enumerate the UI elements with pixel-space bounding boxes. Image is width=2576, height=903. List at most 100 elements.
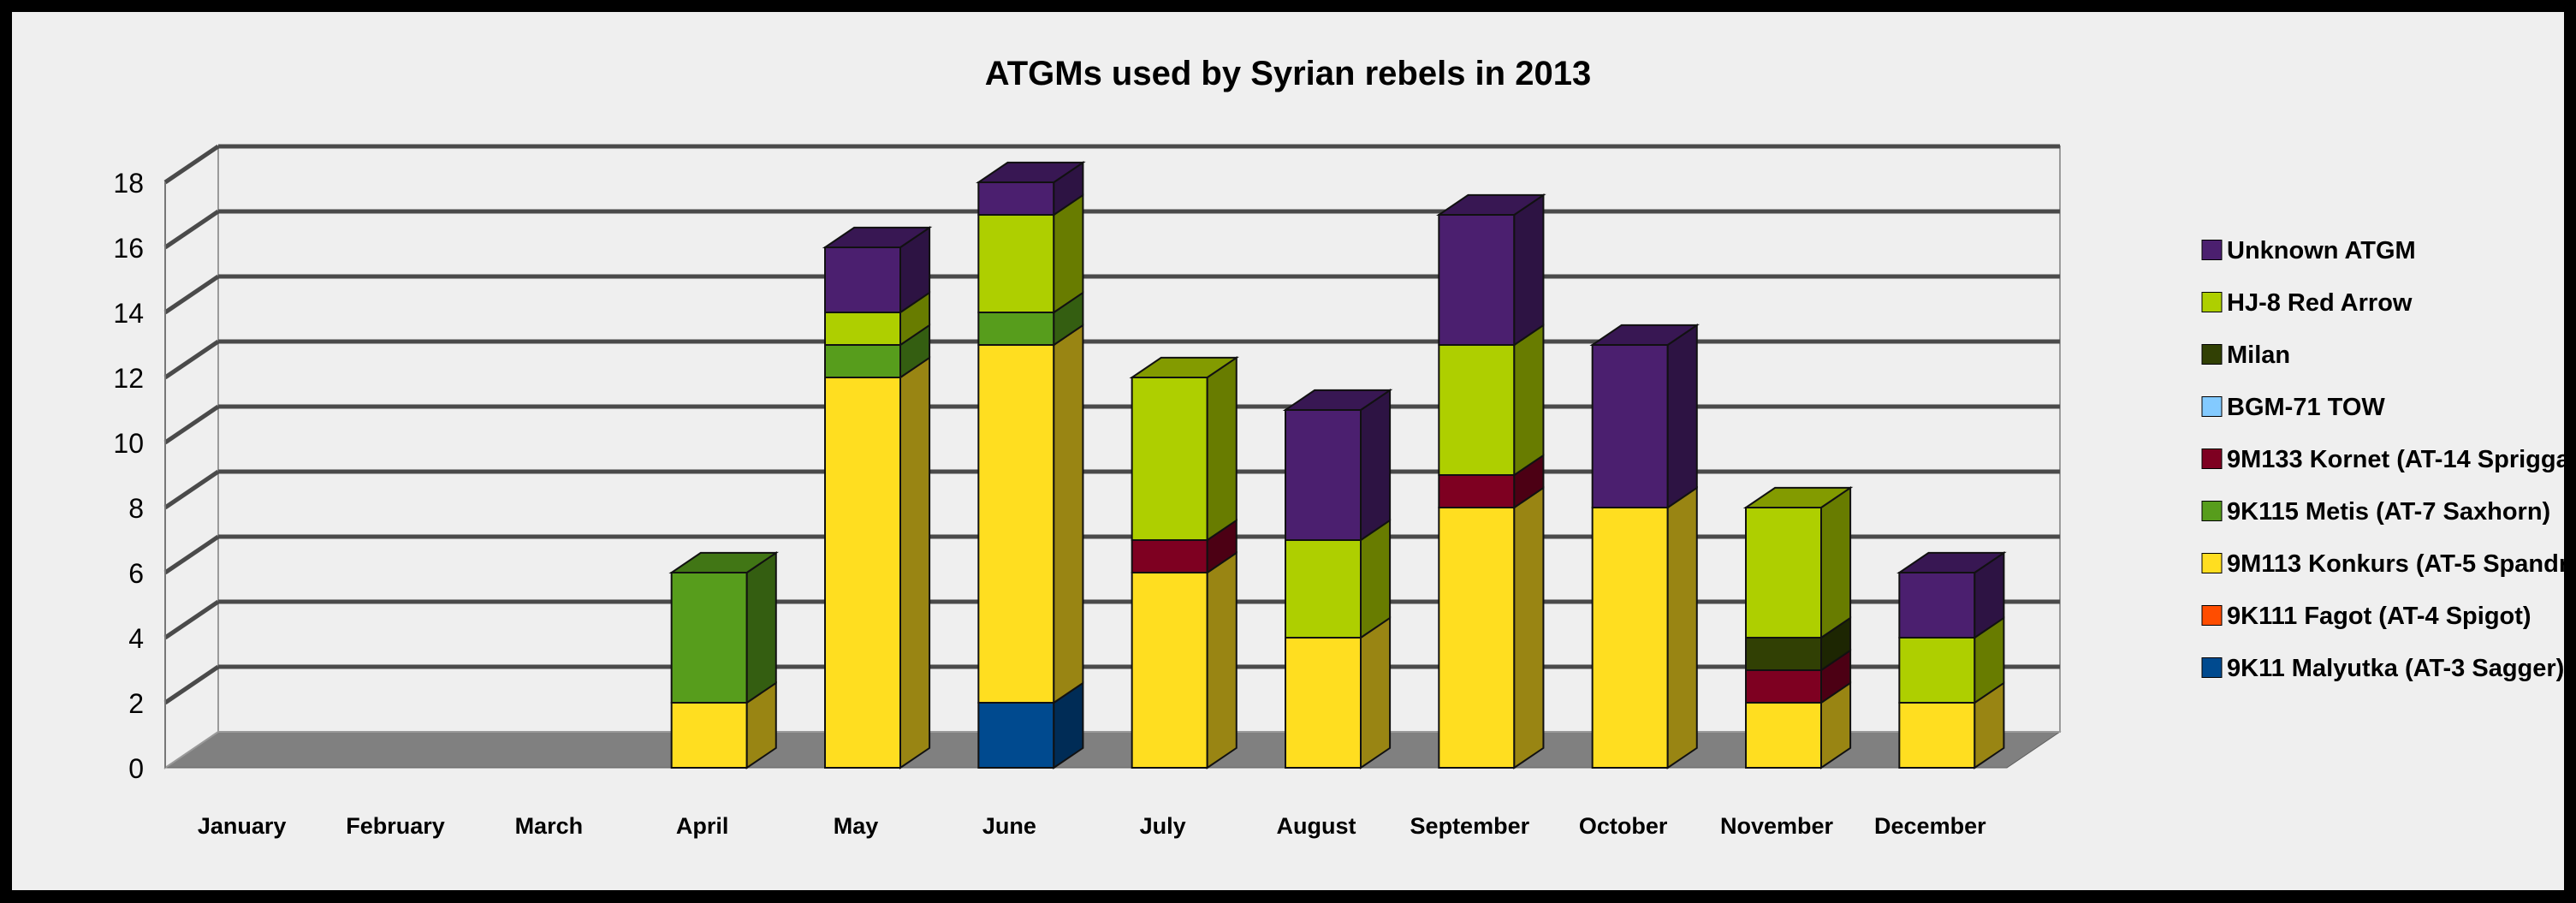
bar-segment-june-9m113-konkurs-at-5-spandrel: [977, 344, 1055, 704]
y-tick-label: 14: [113, 298, 144, 329]
x-tick-label-november: November: [1720, 813, 1834, 839]
bar-november: [1742, 486, 1854, 769]
bar-segment-october-unknown-atgm-side: [1666, 324, 1698, 509]
chart-legend: Unknown ATGM HJ-8 Red Arrow Milan BGM-71 TO…: [2201, 237, 2576, 682]
x-tick-label-july: July: [1140, 813, 1186, 839]
y-tick-label: 4: [128, 623, 144, 654]
x-tick-label-june: June: [982, 813, 1036, 839]
bar-segment-april-9k115-metis-at-7-saxhorn-top: [668, 551, 780, 573]
legend-swatch: [2201, 553, 2223, 573]
legend-swatch: [2201, 605, 2223, 626]
x-tick-label-february: February: [346, 813, 445, 839]
y-tick-label: 18: [113, 168, 144, 199]
x-tick-label-october: October: [1579, 813, 1668, 839]
legend-label: BGM-71 TOW: [2227, 394, 2385, 421]
legend-item-9m113-konkurs-at-5-spandrel: 9M113 Konkurs (AT-5 Spandrel): [2201, 550, 2576, 578]
bar-segment-july-hj-8-red-arrow-top: [1129, 356, 1240, 378]
gridline-side: [163, 274, 220, 315]
gridline-side: [163, 144, 220, 185]
legend-item-9k11-malyutka-at-3-sagger: 9K11 Malyutka (AT-3 Sagger): [2201, 655, 2564, 682]
bar-segment-june-hj-8-red-arrow: [977, 214, 1055, 313]
bar-segment-june-unknown-atgm: [977, 181, 1055, 216]
bar-segment-may-hj-8-red-arrow: [824, 312, 901, 346]
legend-item-unknown-atgm: Unknown ATGM: [2201, 237, 2416, 264]
legend-swatch: [2201, 240, 2223, 260]
x-tick-label-december: December: [1874, 813, 1986, 839]
chart-title: ATGMs used by Syrian rebels in 2013: [985, 55, 1591, 92]
chart-bars: [668, 161, 2007, 769]
bar-segment-august-hj-8-red-arrow: [1285, 539, 1362, 639]
bar-segment-june-9k115-metis-at-7-saxhorn: [977, 312, 1055, 346]
legend-label: Unknown ATGM: [2227, 237, 2416, 264]
bar-segment-june-unknown-atgm-top: [976, 161, 1086, 183]
bar-segment-august-unknown-atgm-side: [1360, 389, 1392, 542]
legend-item-hj-8-red-arrow: HJ-8 Red Arrow: [2201, 289, 2413, 317]
legend-label: HJ-8 Red Arrow: [2227, 289, 2413, 317]
legend-label: 9M113 Konkurs (AT-5 Spandrel): [2227, 550, 2576, 578]
bar-segment-june-9k11-malyutka-at-3-sagger: [977, 702, 1055, 769]
bar-segment-october-unknown-atgm-top: [1589, 324, 1701, 346]
bar-segment-october-unknown-atgm: [1591, 344, 1669, 508]
legend-label: 9M133 Kornet (AT-14 Spriggan): [2227, 446, 2576, 473]
legend-item-9k111-fagot-at-4-spigot: 9K111 Fagot (AT-4 Spigot): [2201, 603, 2531, 630]
bar-segment-october-9m113-konkurs-at-5-spandrel-side: [1666, 486, 1698, 769]
bar-segment-september-9m113-konkurs-at-5-spandrel-side: [1513, 486, 1545, 769]
bar-segment-september-unknown-atgm-top: [1436, 193, 1546, 216]
bar-segment-september-unknown-atgm: [1438, 214, 1516, 346]
bar-segment-september-9m113-konkurs-at-5-spandrel: [1438, 507, 1516, 769]
y-tick-label: 16: [113, 233, 144, 264]
bar-segment-may-9m113-konkurs-at-5-spandrel: [824, 377, 901, 769]
legend-item-milan: Milan: [2201, 342, 2290, 369]
bar-segment-november-hj-8-red-arrow-top: [1742, 486, 1854, 508]
bar-segment-september-unknown-atgm-side: [1513, 193, 1545, 347]
bar-august: [1282, 389, 1393, 769]
bar-april: [668, 551, 780, 769]
bar-segment-november-9m133-kornet-at-14-spriggan: [1745, 669, 1822, 704]
bar-segment-august-9m113-konkurs-at-5-spandrel: [1285, 637, 1362, 769]
y-tick-label: 2: [128, 688, 144, 719]
legend-item-bgm-71-tow: BGM-71 TOW: [2201, 394, 2385, 421]
legend-label: 9K111 Fagot (AT-4 Spigot): [2227, 603, 2531, 630]
x-tick-label-august: August: [1277, 813, 1356, 839]
bar-september: [1436, 193, 1546, 769]
bar-segment-december-unknown-atgm: [1898, 572, 1976, 639]
legend-swatch: [2201, 396, 2223, 417]
legend-swatch: [2201, 449, 2223, 469]
bar-december: [1896, 551, 2007, 769]
bar-segment-july-9m113-konkurs-at-5-spandrel: [1131, 572, 1208, 769]
gridline-side: [163, 209, 220, 250]
bar-segment-september-9m133-kornet-at-14-spriggan: [1438, 474, 1516, 508]
bar-segment-may-unknown-atgm-top: [822, 226, 933, 248]
legend-swatch: [2201, 344, 2223, 365]
legend-swatch: [2201, 292, 2223, 312]
y-tick-label: 8: [128, 493, 144, 524]
legend-item-9m133-kornet-at-14-spriggan: 9M133 Kornet (AT-14 Spriggan): [2201, 446, 2576, 473]
x-tick-label-january: January: [198, 813, 287, 839]
legend-label: 9K115 Metis (AT-7 Saxhorn): [2227, 498, 2550, 526]
bar-segment-november-hj-8-red-arrow-side: [1820, 486, 1852, 639]
bar-segment-august-unknown-atgm-top: [1282, 389, 1393, 411]
bar-segment-december-hj-8-red-arrow: [1898, 637, 1976, 704]
y-tick-label: 12: [113, 363, 144, 394]
bar-segment-june-9m113-konkurs-at-5-spandrel-side: [1053, 324, 1084, 704]
bar-segment-december-unknown-atgm-top: [1896, 551, 2007, 573]
legend-item-9k115-metis-at-7-saxhorn: 9K115 Metis (AT-7 Saxhorn): [2201, 498, 2550, 526]
bar-segment-july-hj-8-red-arrow-side: [1206, 356, 1238, 542]
x-tick-label-april: April: [676, 813, 729, 839]
gridline-side: [163, 534, 220, 575]
bar-segment-november-hj-8-red-arrow: [1745, 507, 1822, 639]
bar-segment-august-unknown-atgm: [1285, 409, 1362, 541]
y-tick-label: 10: [113, 428, 144, 459]
x-tick-label-september: September: [1410, 813, 1530, 839]
bar-may: [822, 226, 933, 769]
bar-segment-september-hj-8-red-arrow: [1438, 344, 1516, 476]
bar-segment-may-9k115-metis-at-7-saxhorn: [824, 344, 901, 378]
bar-segment-december-9m113-konkurs-at-5-spandrel: [1898, 702, 1976, 769]
bar-segment-july-hj-8-red-arrow: [1131, 377, 1208, 541]
bar-segment-may-unknown-atgm: [824, 247, 901, 313]
x-tick-label-march: March: [515, 813, 584, 839]
bar-segment-april-9k115-metis-at-7-saxhorn: [670, 572, 748, 704]
legend-label: 9K11 Malyutka (AT-3 Sagger): [2227, 655, 2564, 682]
